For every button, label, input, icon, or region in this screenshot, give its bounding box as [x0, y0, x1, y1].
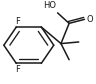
Text: O: O [87, 15, 94, 24]
Text: HO: HO [43, 1, 56, 10]
Text: F: F [15, 17, 20, 26]
Text: F: F [15, 65, 20, 74]
